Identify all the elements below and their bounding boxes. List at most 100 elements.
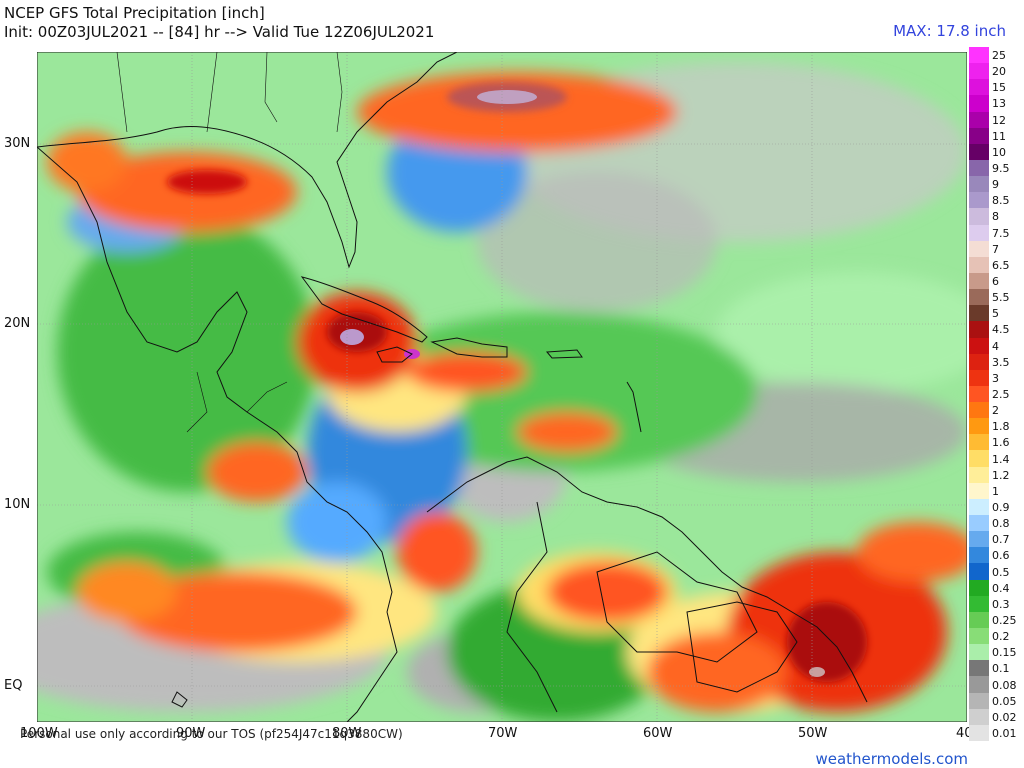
colorbar-swatch xyxy=(969,192,989,209)
colorbar-level-label: 15 xyxy=(992,81,1006,95)
colorbar-swatch xyxy=(969,692,989,710)
colorbar-swatch xyxy=(969,127,989,145)
colorbar-level-label: 0.15 xyxy=(992,646,1017,660)
colorbar-swatch xyxy=(969,337,989,355)
lat-label-20n: 20N xyxy=(4,316,31,331)
colorbar-level-label: 6.5 xyxy=(992,258,1010,272)
lat-label-30n: 30N xyxy=(4,136,31,151)
colorbar-swatch xyxy=(969,724,989,742)
tos-credit: Personal use only according to our TOS (… xyxy=(20,727,403,741)
colorbar-level-label: 1 xyxy=(992,484,999,498)
colorbar-level-label: 0.02 xyxy=(992,710,1017,724)
colorbar-swatch xyxy=(969,466,989,484)
colorbar-swatch xyxy=(969,595,989,613)
colorbar-level-label: 0.8 xyxy=(992,517,1010,531)
lon-label-80w: 80W xyxy=(332,726,362,741)
colorbar-swatch xyxy=(969,708,989,726)
colorbar-level-label: 4.5 xyxy=(992,323,1010,337)
colorbar-swatch xyxy=(969,47,989,64)
colorbar-swatch xyxy=(969,434,989,451)
colorbar-swatch xyxy=(969,159,989,177)
colorbar-level-label: 2.5 xyxy=(992,388,1010,401)
colorbar-swatch xyxy=(969,482,989,500)
colorbar-swatch xyxy=(969,515,989,532)
colorbar-level-label: 4 xyxy=(992,339,999,353)
lon-label-90w: 90W xyxy=(176,726,206,741)
colorbar-level-label: 0.6 xyxy=(992,549,1010,563)
colorbar-swatch xyxy=(969,305,989,322)
colorbar-swatch xyxy=(969,563,989,581)
colorbar-level-label: 0.3 xyxy=(992,597,1010,611)
lat-label-eq: EQ xyxy=(4,678,23,693)
colorbar-swatch xyxy=(969,63,989,80)
colorbar-swatch xyxy=(969,208,989,226)
colorbar-level-label: 9 xyxy=(992,178,999,192)
colorbar-level-label: 20 xyxy=(992,65,1006,79)
colorbar-level-label: 0.7 xyxy=(992,533,1010,547)
colorbar-swatch xyxy=(969,240,989,258)
lat-label-10n: 10N xyxy=(4,497,31,512)
colorbar-swatch xyxy=(969,547,989,564)
colorbar-swatch xyxy=(969,450,989,468)
colorbar-level-label: 5 xyxy=(992,307,999,321)
colorbar-level-label: 0.4 xyxy=(992,581,1010,595)
colorbar-level-label: 1.2 xyxy=(992,468,1010,482)
colorbar-level-label: 0.9 xyxy=(992,500,1010,514)
colorbar-swatch xyxy=(969,256,989,274)
colorbar-swatch xyxy=(969,176,989,193)
colorbar-level-label: 3.5 xyxy=(992,355,1010,369)
colorbar-level-label: 1.4 xyxy=(992,452,1010,466)
chart-subtitle: Init: 00Z03JUL2021 -- [84] hr --> Valid … xyxy=(4,23,435,41)
colorbar-swatch xyxy=(969,385,989,403)
colorbar-level-label: 25 xyxy=(992,49,1006,63)
max-precip-label: MAX: 17.8 inch xyxy=(893,22,1006,40)
colorbar-swatch xyxy=(969,272,989,290)
colorbar-level-label: 10 xyxy=(992,145,1006,159)
colorbar-level-label: 1.6 xyxy=(992,436,1010,450)
colorbar-swatch xyxy=(969,498,989,516)
colorbar-level-label: 8.5 xyxy=(992,194,1010,208)
colorbar-swatch xyxy=(969,676,989,694)
colorbar-level-label: 0.01 xyxy=(992,726,1017,740)
colorbar-level-label: 11 xyxy=(992,129,1006,143)
colorbar-level-label: 8 xyxy=(992,210,999,224)
precipitation-map xyxy=(37,52,967,722)
colorbar-level-label: 6 xyxy=(992,275,999,289)
colorbar-level-label: 12 xyxy=(992,113,1006,127)
colorbar-swatch xyxy=(969,644,989,661)
colorbar-level-label: 7.5 xyxy=(992,226,1010,240)
colorbar-swatch xyxy=(969,628,989,645)
colorbar-level-label: 0.2 xyxy=(992,630,1010,644)
colorbar-swatch xyxy=(969,111,989,129)
colorbar-level-label: 7 xyxy=(992,242,999,256)
colorbar-level-label: 1.8 xyxy=(992,420,1010,434)
lon-label-60w: 60W xyxy=(643,726,673,741)
colorbar-level-label: 5.5 xyxy=(992,291,1010,305)
colorbar-swatch xyxy=(969,531,989,548)
colorbar-level-label: 0.25 xyxy=(992,613,1017,627)
colorbar-swatch xyxy=(969,224,989,242)
colorbar-level-label: 13 xyxy=(992,97,1006,111)
colorbar-swatch xyxy=(969,289,989,306)
colorbar-level-label: 0.1 xyxy=(992,662,1010,676)
lon-label-70w: 70W xyxy=(488,726,518,741)
colorbar-swatch xyxy=(969,402,989,419)
precip-colorbar xyxy=(969,47,989,742)
lon-label-50w: 50W xyxy=(798,726,828,741)
colorbar-swatch xyxy=(969,369,989,387)
colorbar-level-label: 0.05 xyxy=(992,694,1017,708)
colorbar-swatch xyxy=(969,321,989,338)
colorbar-level-label: 2 xyxy=(992,404,999,418)
colorbar-swatch xyxy=(969,579,989,597)
site-link[interactable]: weathermodels.com xyxy=(815,750,968,768)
colorbar-swatch xyxy=(969,611,989,629)
lon-label-40w: 40 xyxy=(956,726,973,741)
colorbar-level-label: 0.5 xyxy=(992,565,1010,579)
colorbar-level-label: 0.08 xyxy=(992,678,1017,692)
colorbar-swatch xyxy=(969,418,989,435)
colorbar-level-label: 3 xyxy=(992,371,999,385)
colorbar-swatch xyxy=(969,353,989,371)
colorbar-swatch xyxy=(969,79,989,96)
colorbar-swatch xyxy=(969,143,989,161)
colorbar-swatch xyxy=(969,660,989,677)
